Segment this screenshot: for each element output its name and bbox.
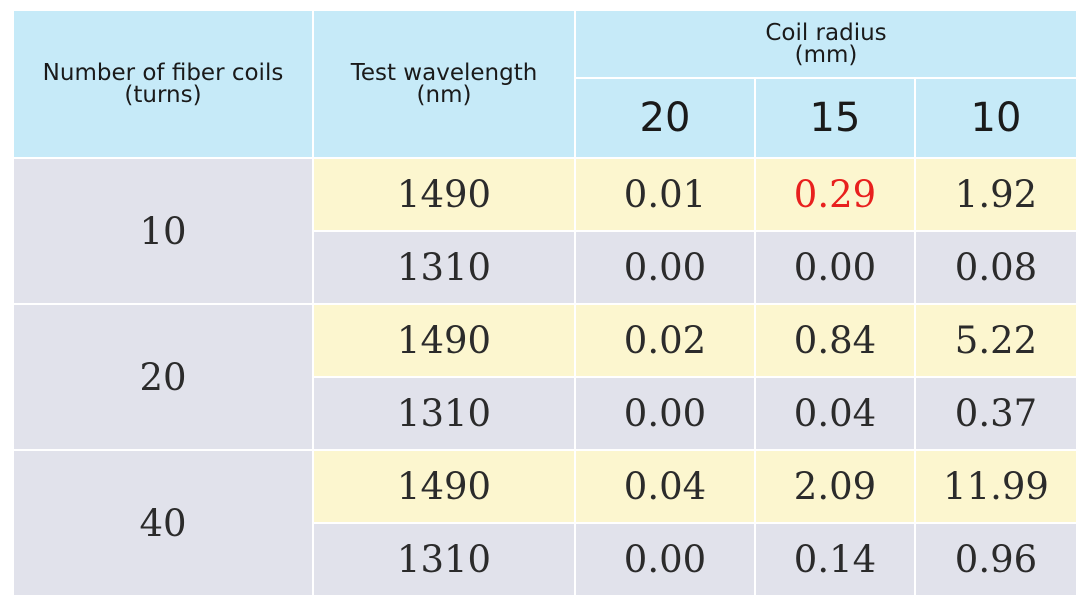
- table-row: 40 1490 0.04 2.09 11.99: [12, 449, 1078, 597]
- value-cell: 0.84: [754, 303, 916, 378]
- value-cell: 0.96: [914, 522, 1078, 597]
- header-radius-15: 15: [754, 77, 916, 159]
- header-radius-label: Coil radius: [765, 20, 887, 46]
- value-cell: 5.22: [914, 303, 1078, 378]
- value-cell: 0.00: [574, 376, 756, 451]
- value-cell: 11.99: [914, 449, 1078, 524]
- header-coil-radius: Coil radius (mm): [574, 9, 1078, 79]
- table-row: 1310 0.00 0.04 0.37: [13, 376, 1078, 451]
- wavelength-cell: 1310: [312, 522, 576, 597]
- value-cell: 0.00: [574, 522, 756, 597]
- value-cell: 1.92: [914, 157, 1078, 232]
- value-cell: 0.37: [914, 376, 1078, 451]
- header-wavelength: Test wavelength (nm): [312, 9, 576, 159]
- value-cell: 0.14: [754, 522, 916, 597]
- value-cell: 0.00: [754, 230, 916, 305]
- value-cell: 0.01: [574, 157, 756, 232]
- header-wavelength-label: Test wavelength: [350, 60, 538, 86]
- table-row: 1310 0.00 0.14 0.96: [13, 522, 1078, 597]
- value-cell: 0.08: [914, 230, 1078, 305]
- wavelength-cell: 1310: [312, 376, 576, 451]
- header-radius-10: 10: [914, 77, 1078, 159]
- header-turns-unit: (turns): [124, 82, 202, 108]
- table-row: 1310 0.00 0.00 0.08: [13, 230, 1078, 305]
- value-cell: 0.04: [754, 376, 916, 451]
- value-cell: 0.04: [574, 449, 756, 524]
- turns-cell: 40: [12, 449, 314, 597]
- value-cell: 0.02: [574, 303, 756, 378]
- value-cell: 0.00: [574, 230, 756, 305]
- wavelength-cell: 1490: [312, 157, 576, 232]
- wavelength-cell: 1310: [312, 230, 576, 305]
- header-turns-label: Number of fiber coils: [42, 60, 284, 86]
- header-turns: Number of fiber coils (turns): [12, 9, 314, 159]
- header-wavelength-unit: (nm): [416, 82, 472, 108]
- value-cell-highlighted: 0.29: [754, 157, 916, 232]
- value-cell: 2.09: [754, 449, 916, 524]
- table-row: 10 1490 0.01 0.29 1.92: [12, 157, 1078, 305]
- header-radius-unit: (mm): [794, 42, 858, 68]
- header-radius-20: 20: [574, 77, 756, 159]
- wavelength-cell: 1490: [312, 303, 576, 378]
- table-row: 20 1490 0.02 0.84 5.22: [12, 303, 1078, 451]
- wavelength-cell: 1490: [312, 449, 576, 524]
- turns-cell: 20: [12, 303, 314, 451]
- turns-cell: 10: [12, 157, 314, 305]
- bend-loss-table: Number of fiber coils (turns) Test wavel…: [12, 9, 1078, 597]
